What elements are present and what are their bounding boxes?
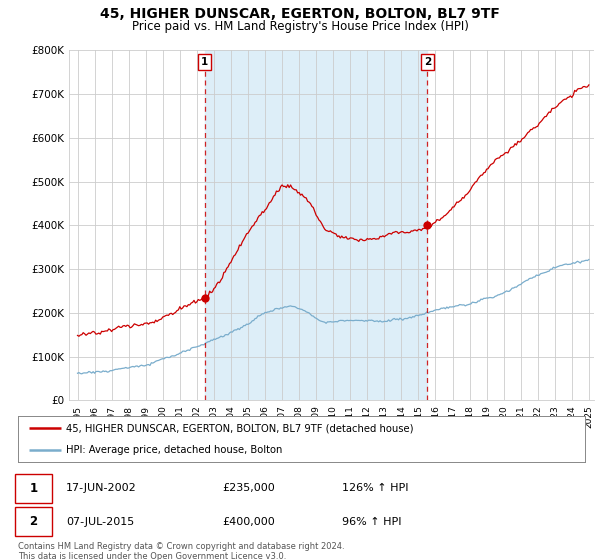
Text: 17-JUN-2002: 17-JUN-2002	[66, 483, 137, 493]
Text: Price paid vs. HM Land Registry's House Price Index (HPI): Price paid vs. HM Land Registry's House …	[131, 20, 469, 32]
Text: 45, HIGHER DUNSCAR, EGERTON, BOLTON, BL7 9TF: 45, HIGHER DUNSCAR, EGERTON, BOLTON, BL7…	[100, 7, 500, 21]
Text: 1: 1	[201, 58, 208, 67]
Text: 96% ↑ HPI: 96% ↑ HPI	[342, 517, 401, 527]
Text: £235,000: £235,000	[222, 483, 275, 493]
Bar	[205, 50, 427, 400]
Text: 126% ↑ HPI: 126% ↑ HPI	[342, 483, 409, 493]
Text: HPI: Average price, detached house, Bolton: HPI: Average price, detached house, Bolt…	[66, 445, 283, 455]
Text: 07-JUL-2015: 07-JUL-2015	[66, 517, 134, 527]
Text: 45, HIGHER DUNSCAR, EGERTON, BOLTON, BL7 9TF (detached house): 45, HIGHER DUNSCAR, EGERTON, BOLTON, BL7…	[66, 423, 413, 433]
Text: £400,000: £400,000	[222, 517, 275, 527]
Text: 2: 2	[29, 515, 38, 529]
Text: 2: 2	[424, 58, 431, 67]
Text: 1: 1	[29, 482, 38, 495]
Text: Contains HM Land Registry data © Crown copyright and database right 2024.
This d: Contains HM Land Registry data © Crown c…	[18, 542, 344, 560]
